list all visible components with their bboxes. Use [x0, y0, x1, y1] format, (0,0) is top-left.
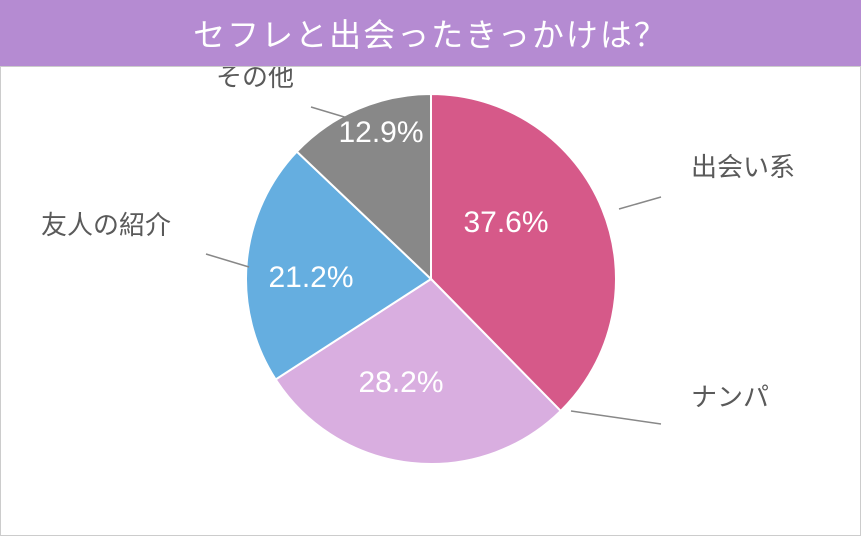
- slice-label: 出会い系: [691, 152, 795, 182]
- leader-line: [619, 197, 661, 209]
- chart-title: セフレと出会ったきっかけは？: [193, 10, 668, 56]
- slice-value: 21.2%: [268, 261, 353, 294]
- chart-title-bar: セフレと出会ったきっかけは？: [0, 0, 861, 66]
- chart-body: 37.6% 28.2% 21.2% 12.9% 出会い系ナンパ 友人の紹介 その他: [0, 66, 861, 536]
- slice-label: ナンパ: [691, 382, 769, 412]
- slice-label: 友人の紹介: [41, 210, 171, 240]
- leader-line: [206, 254, 249, 267]
- slice-value: 12.9%: [338, 116, 423, 149]
- leader-line: [571, 411, 661, 424]
- slice-value: 28.2%: [358, 366, 443, 399]
- chart-container: セフレと出会ったきっかけは？ 37.6% 28.2% 21.2% 12.9% 出会い系ナ…: [0, 0, 861, 536]
- slice-label: その他: [216, 67, 294, 92]
- pie-chart: 37.6% 28.2% 21.2% 12.9% 出会い系ナンパ 友人の紹介 その他: [1, 67, 861, 535]
- slice-value: 37.6%: [463, 206, 548, 239]
